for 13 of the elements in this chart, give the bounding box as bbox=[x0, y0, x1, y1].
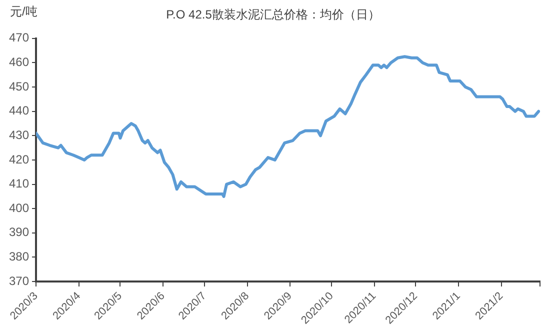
y-tick-label: 470 bbox=[8, 30, 30, 45]
y-tick-label: 460 bbox=[8, 55, 30, 70]
y-tick-label: 430 bbox=[8, 128, 30, 142]
y-tick-label: 420 bbox=[8, 152, 30, 166]
y-tick-label: 450 bbox=[8, 79, 30, 94]
y-tick-label: 410 bbox=[8, 176, 30, 191]
y-tick-label: 370 bbox=[8, 274, 30, 288]
y-tick-label: 400 bbox=[8, 200, 30, 215]
y-tick-label: 380 bbox=[8, 250, 30, 264]
y-axis-title: 元/吨 bbox=[10, 4, 38, 18]
y-tick-label: 440 bbox=[8, 104, 30, 118]
chart-title: P.O 42.5散装水泥汇总价格：均价（日） bbox=[166, 8, 380, 22]
y-tick-label: 390 bbox=[8, 225, 30, 240]
